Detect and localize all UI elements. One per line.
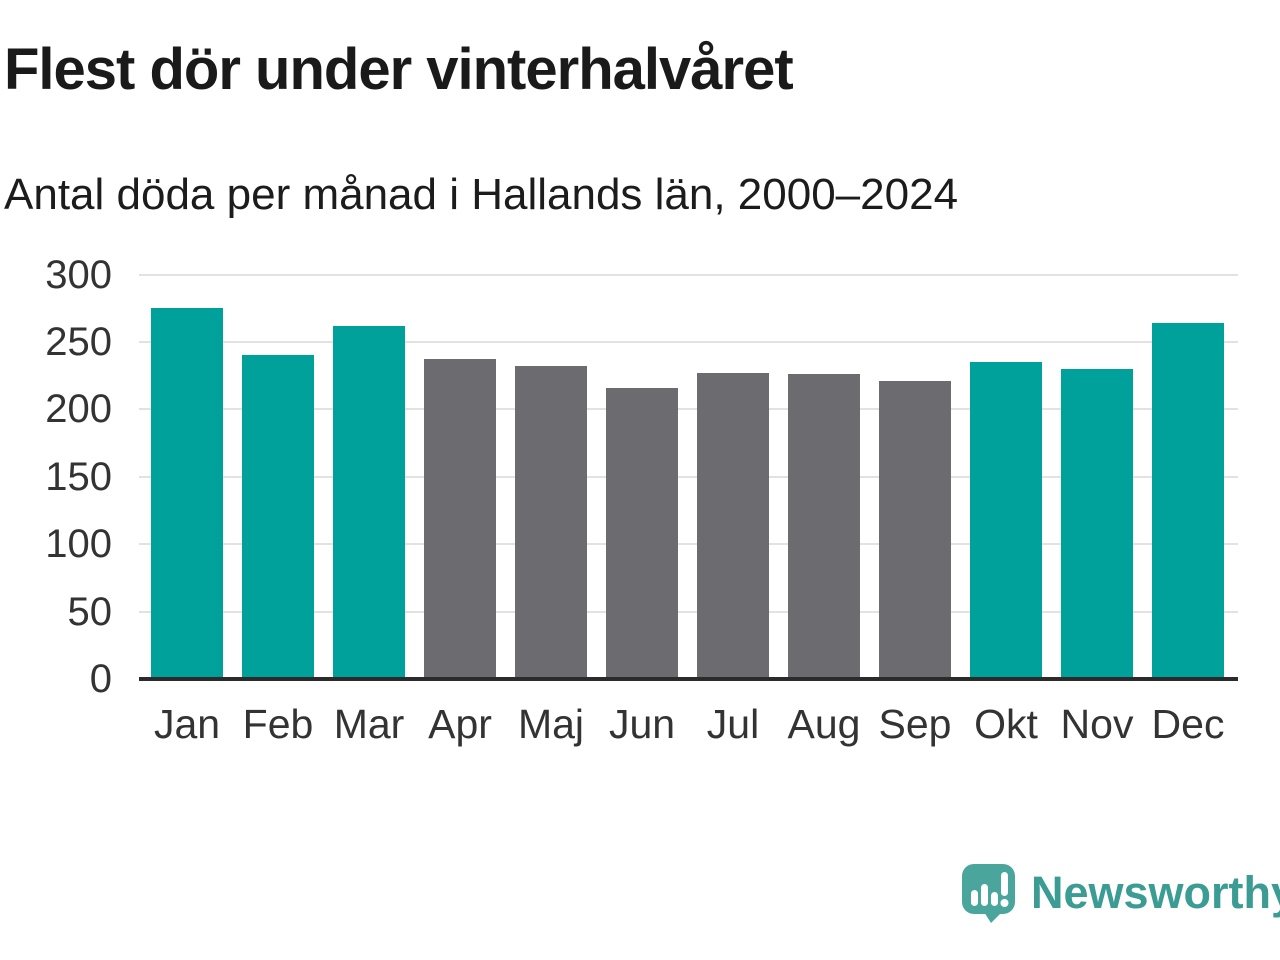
bar-jul: [697, 372, 769, 679]
bar-apr: [424, 359, 496, 679]
y-axis-tick-label: 300: [45, 252, 112, 297]
chart-title: Flest dör under vinterhalvåret: [4, 37, 794, 102]
y-axis-tick-label: 150: [45, 454, 112, 499]
x-axis-label-aug: Aug: [787, 701, 861, 747]
x-axis-label-okt: Okt: [974, 701, 1038, 747]
y-axis-tick-label: 100: [45, 522, 112, 567]
logo-bars-glyph: [971, 872, 1009, 907]
bar-okt: [970, 362, 1042, 679]
newsworthy-logo-icon: [962, 864, 1015, 923]
y-axis-tick-label: 0: [89, 657, 112, 701]
bar-mar: [333, 325, 405, 679]
x-axis-baseline: [139, 677, 1238, 681]
x-axis-label-jan: Jan: [153, 701, 221, 747]
newsworthy-logo: Newsworthy: [960, 862, 1280, 924]
gridline-y-50: [139, 610, 1238, 613]
y-axis-tick-label: 200: [45, 387, 112, 432]
x-axis-label-nov: Nov: [1060, 701, 1134, 747]
x-axis-label-jul: Jul: [706, 701, 760, 747]
gridline-y-200: [139, 408, 1238, 411]
bar-jun: [606, 387, 678, 679]
bar-feb: [242, 355, 314, 679]
x-axis-label-apr: Apr: [428, 701, 492, 747]
gridline-y-100: [139, 543, 1238, 546]
x-axis-label-maj: Maj: [517, 701, 585, 747]
x-axis-label-dec: Dec: [1151, 701, 1225, 747]
x-axis-label-mar: Mar: [333, 701, 405, 747]
bar-maj: [515, 366, 587, 679]
x-axis-label-feb: Feb: [242, 701, 314, 747]
bar-dec: [1152, 323, 1224, 679]
gridline-y-300: [139, 273, 1238, 276]
x-axis-label-jun: Jun: [608, 701, 676, 747]
newsworthy-logo-text: Newsworthy: [1031, 867, 1280, 918]
bar-sep: [879, 381, 951, 679]
bar-nov: [1061, 368, 1133, 679]
gridline-y-150: [139, 475, 1238, 478]
bar-jan: [151, 308, 223, 679]
y-axis-tick-label: 250: [45, 319, 112, 364]
y-axis-tick-label: 50: [67, 589, 113, 634]
chart-subtitle: Antal döda per månad i Hallands län, 200…: [4, 170, 959, 219]
gridline-y-250: [139, 340, 1238, 343]
x-axis-label-sep: Sep: [878, 701, 952, 747]
bar-aug: [788, 374, 860, 679]
